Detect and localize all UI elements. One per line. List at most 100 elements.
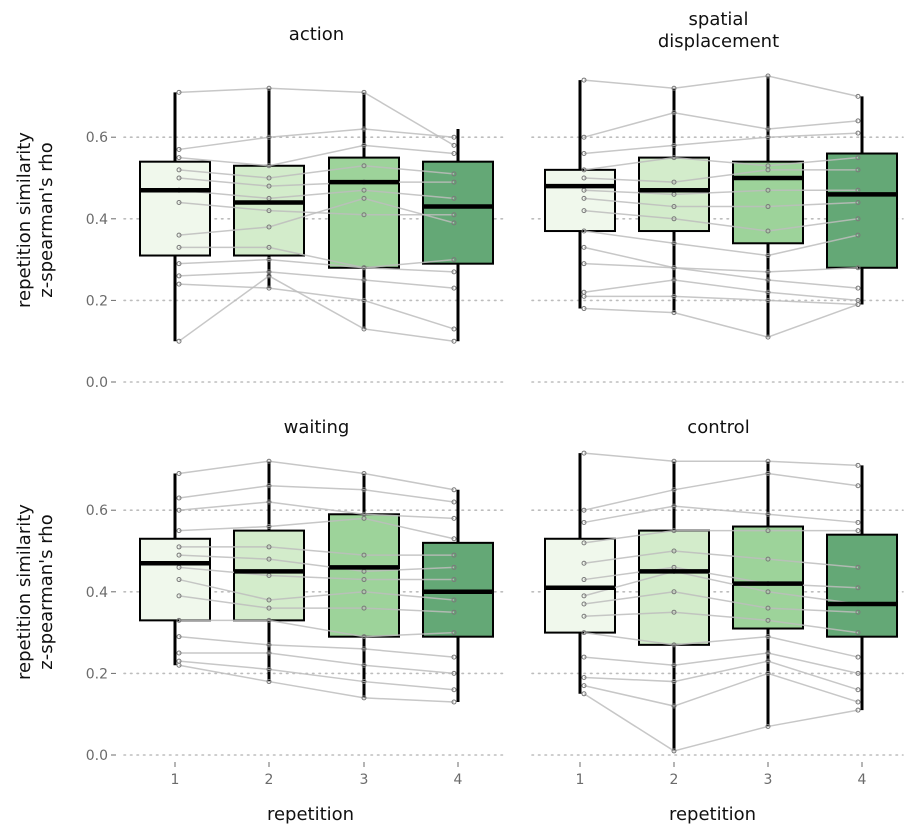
- subject-point: [855, 483, 861, 489]
- subject-point: [855, 285, 861, 291]
- subject-line: [179, 619, 455, 638]
- subject-point: [581, 208, 587, 214]
- y-tick-label: 0.4: [86, 212, 108, 228]
- subject-point: [765, 470, 771, 476]
- subject-point: [176, 281, 182, 287]
- x-tick-label: 1: [576, 772, 585, 788]
- subject-point: [671, 609, 677, 615]
- subject-line: [583, 246, 859, 273]
- subject-point: [671, 240, 677, 246]
- subject-point: [176, 544, 182, 550]
- subject-line: [584, 295, 859, 306]
- subject-line: [583, 189, 858, 196]
- subject-point: [855, 585, 861, 591]
- subject-line: [583, 652, 859, 675]
- subject-point: [671, 589, 677, 595]
- subject-point: [176, 146, 182, 152]
- subject-point: [266, 163, 272, 169]
- box-rep-4: [826, 152, 898, 269]
- subject-point: [671, 679, 677, 685]
- subject-line: [583, 169, 858, 183]
- subject-point: [581, 593, 587, 599]
- subject-point: [765, 617, 771, 623]
- subject-point: [266, 85, 272, 91]
- subject-line: [583, 111, 859, 138]
- subject-point: [855, 519, 861, 525]
- subject-point: [361, 297, 367, 303]
- x-tick-label: 3: [764, 772, 773, 788]
- subject-point: [176, 507, 182, 513]
- subject-point: [176, 593, 182, 599]
- subject-point: [765, 556, 771, 562]
- subject-point: [855, 93, 861, 99]
- subject-point: [361, 326, 367, 332]
- panel-title: control: [687, 417, 749, 438]
- subject-line: [583, 279, 859, 302]
- subject-point: [765, 650, 771, 656]
- subject-point: [671, 179, 677, 185]
- subject-point: [581, 134, 587, 140]
- y-tick-label: 0.0: [86, 375, 108, 391]
- subject-line: [583, 303, 859, 338]
- subject-line: [178, 271, 455, 289]
- subject-point: [266, 273, 272, 279]
- subject-point: [176, 261, 182, 267]
- subject-point: [361, 634, 367, 640]
- subject-point: [266, 458, 272, 464]
- subject-point: [266, 175, 272, 181]
- subject-point: [765, 126, 771, 132]
- subject-point: [361, 662, 367, 668]
- subject-point: [176, 634, 182, 640]
- subject-point: [765, 297, 771, 303]
- subject-point: [765, 334, 771, 340]
- subject-point: [176, 338, 182, 344]
- subject-line: [583, 472, 859, 511]
- subject-point: [581, 674, 587, 680]
- panel-title: spatial displacement: [658, 9, 779, 52]
- subject-line: [583, 611, 859, 634]
- subject-point: [266, 642, 272, 648]
- subject-point: [361, 589, 367, 595]
- subject-point: [361, 646, 367, 652]
- subject-line: [178, 501, 455, 520]
- subject-point: [361, 487, 367, 493]
- subject-point: [671, 703, 677, 709]
- subject-point: [765, 589, 771, 595]
- subject-point: [581, 507, 587, 513]
- x-tick-label: 2: [265, 772, 274, 788]
- subject-point: [451, 195, 457, 201]
- subject-point: [361, 277, 367, 283]
- subject-point: [176, 617, 182, 623]
- subject-line: [583, 132, 859, 155]
- subject-point: [451, 171, 457, 177]
- subject-point: [855, 564, 861, 570]
- subject-line: [178, 578, 455, 601]
- panel-title: action: [289, 24, 344, 45]
- subject-line: [178, 128, 455, 151]
- subject-line: [178, 87, 455, 147]
- subject-line: [583, 209, 859, 232]
- subject-line: [178, 165, 455, 179]
- panel-0: action 0.0 0.2 0.4 0.6: [86, 24, 504, 391]
- subject-point: [451, 338, 457, 344]
- subject-point: [671, 293, 677, 299]
- subject-point: [451, 630, 457, 636]
- subject-point: [581, 175, 587, 181]
- subject-point: [765, 605, 771, 611]
- subject-point: [451, 142, 457, 148]
- subject-point: [266, 556, 272, 562]
- subject-line: [178, 177, 454, 187]
- subject-line: [583, 631, 859, 658]
- subject-point: [176, 155, 182, 161]
- subject-point: [581, 261, 587, 267]
- subject-point: [361, 577, 367, 583]
- subject-point: [671, 110, 677, 116]
- subject-line: [583, 75, 859, 98]
- subject-point: [765, 269, 771, 275]
- subject-point: [266, 224, 272, 230]
- subject-line: [583, 550, 859, 569]
- subject-line: [583, 529, 858, 544]
- y-tick-label: 0.2: [86, 666, 108, 682]
- subject-line: [583, 693, 859, 752]
- subject-point: [451, 179, 457, 185]
